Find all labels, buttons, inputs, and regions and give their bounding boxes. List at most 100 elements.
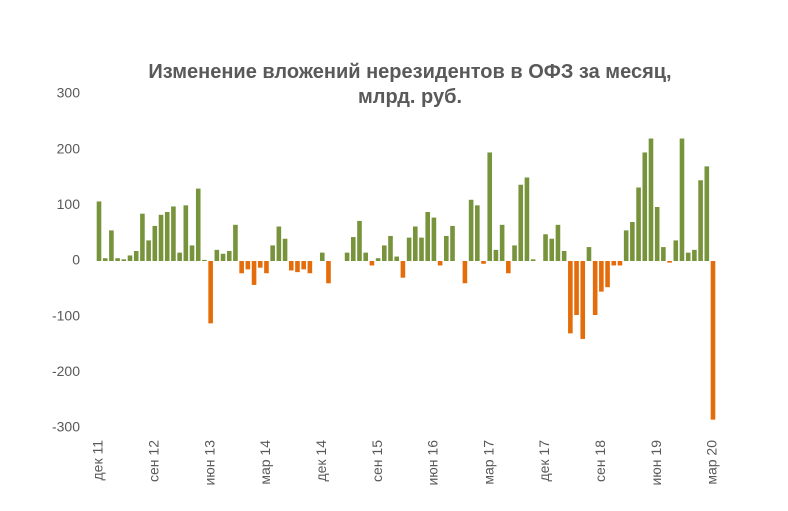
bar [202,259,207,261]
bar [499,224,505,261]
bar [158,214,164,261]
bar [413,226,418,261]
bar [208,261,213,324]
bar [493,249,499,261]
bar [214,249,220,261]
x-tick-label: июн 19 [648,440,664,486]
bar [344,252,350,261]
bar [350,237,356,261]
bar [164,212,170,261]
x-tick-label: дек 11 [90,440,106,481]
bar [462,261,468,284]
x-tick-label: июн 13 [201,440,217,486]
bar [394,256,399,261]
bar [146,240,151,261]
bar [288,261,294,271]
bar [648,138,654,261]
bar [667,261,672,263]
bar [592,261,598,315]
bar [388,235,393,261]
bar [220,253,226,261]
bar [661,247,666,261]
bar [599,261,604,292]
bar [468,199,474,261]
bar [140,213,145,261]
bar [357,220,362,261]
bar [574,261,579,315]
x-tick-label: сен 15 [369,440,385,482]
bar [580,261,586,339]
bar [251,261,257,285]
bar [704,166,710,261]
bar [239,261,244,274]
bar [623,230,629,261]
bar [630,222,635,261]
y-tick-label: 100 [57,196,81,212]
bar [270,245,275,261]
bar [406,237,412,261]
x-tick-label: мар 20 [704,440,720,485]
bar [568,261,573,334]
bar [282,238,288,261]
bar [561,250,567,261]
bar [692,249,697,261]
bar [295,261,300,273]
bar [611,261,617,266]
bar [586,247,592,261]
y-tick-label: -300 [52,419,80,435]
bar [276,226,282,261]
x-tick-label: июн 16 [425,440,441,486]
bar [673,240,679,261]
y-tick-label: 200 [57,140,81,156]
bar [381,245,387,261]
bar [481,261,486,264]
bar [195,188,201,261]
bar [617,261,623,266]
bar [518,184,524,261]
y-tick-label: -100 [52,307,80,323]
bar [431,217,437,261]
bar [133,250,139,261]
bar [506,261,511,274]
bar [419,237,424,261]
bar [233,224,238,261]
bar [679,138,685,261]
bar [524,177,530,261]
x-tick-label: дек 14 [313,440,329,482]
bar [475,205,480,261]
y-tick-label: -200 [52,363,80,379]
bar [102,258,108,261]
x-tick-label: сен 12 [146,440,162,482]
bar [654,207,660,261]
bar [555,224,561,261]
bar [642,152,648,261]
bar [487,152,493,261]
y-tick-label: 300 [57,85,81,101]
bar [115,258,120,261]
bar [121,259,127,261]
bar [96,201,102,261]
bar [369,261,375,266]
bar [301,261,306,270]
bar [319,252,325,261]
bar [375,258,381,261]
x-tick-label: дек 17 [536,440,552,482]
bar [444,235,449,261]
bar [326,261,331,284]
x-tick-label: сен 18 [592,440,608,482]
bar [109,230,114,261]
bar [257,261,263,268]
bar [549,238,555,261]
bar [183,205,189,261]
bar [437,261,443,266]
bar [189,245,195,261]
bar [685,252,691,261]
bar [710,261,716,420]
bar [400,261,406,278]
bar [363,252,368,261]
bar [605,261,610,288]
bar [177,252,182,261]
bar [245,261,251,270]
